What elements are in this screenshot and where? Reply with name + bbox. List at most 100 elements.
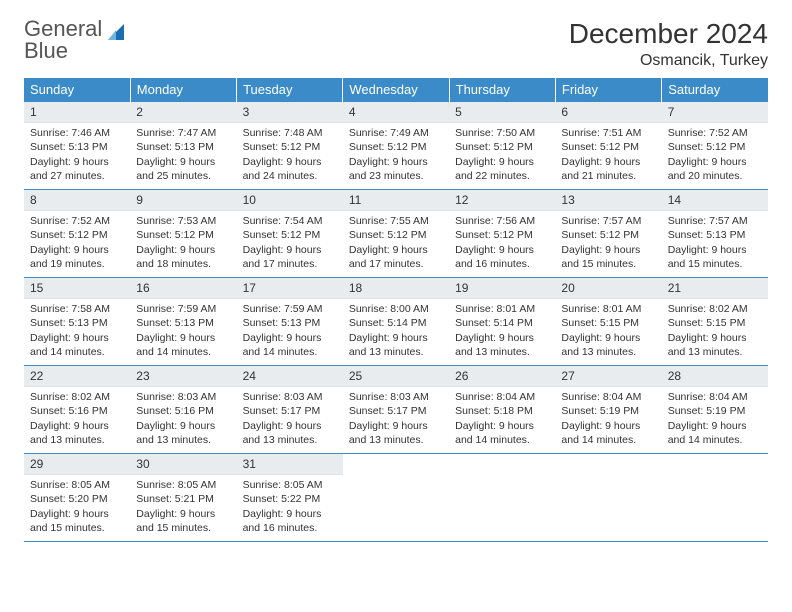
day-cell: 1Sunrise: 7:46 AMSunset: 5:13 PMDaylight… bbox=[24, 102, 130, 190]
daylight-line: Daylight: 9 hours and 17 minutes. bbox=[243, 243, 337, 271]
day-cell: 8Sunrise: 7:52 AMSunset: 5:12 PMDaylight… bbox=[24, 190, 130, 278]
day-cell: 10 Sunrise: 7:54 AMSunset: 5:12 PMDayligh… bbox=[237, 190, 343, 278]
calendar-table: Sunday Monday Tuesday Wednesday Thursday… bbox=[24, 78, 768, 542]
sunset-line: Sunset: 5:13 PM bbox=[243, 316, 337, 330]
sunset-line: Sunset: 5:18 PM bbox=[455, 404, 549, 418]
day-cell: 21Sunrise: 8:02 AMSunset: 5:15 PMDayligh… bbox=[662, 278, 768, 366]
calendar-row: 8Sunrise: 7:52 AMSunset: 5:12 PMDaylight… bbox=[24, 190, 768, 278]
day-body: Sunrise: 7:47 AMSunset: 5:13 PMDaylight:… bbox=[130, 123, 236, 185]
day-number: 25 bbox=[343, 366, 449, 387]
day-body: Sunrise: 7:46 AMSunset: 5:13 PMDaylight:… bbox=[24, 123, 130, 185]
day-header: Friday bbox=[555, 78, 661, 102]
sunrise-line: Sunrise: 7:54 AM bbox=[243, 214, 337, 228]
day-cell: 15 Sunrise: 7:58 AMSunset: 5:13 PMDayligh… bbox=[24, 278, 130, 366]
day-body: Sunrise: 8:05 AMSunset: 5:22 PMDaylight:… bbox=[237, 475, 343, 537]
daylight-line: Daylight: 9 hours and 14 minutes. bbox=[30, 331, 124, 359]
day-body: Sunrise: 8:04 AMSunset: 5:19 PMDaylight:… bbox=[662, 387, 768, 449]
day-body: Sunrise: 8:00 AMSunset: 5:14 PMDaylight:… bbox=[343, 299, 449, 361]
sunrise-line: Sunrise: 7:52 AM bbox=[30, 214, 124, 228]
day-body: Sunrise: 8:03 AMSunset: 5:17 PMDaylight:… bbox=[343, 387, 449, 449]
daylight-line: Daylight: 9 hours and 24 minutes. bbox=[243, 155, 337, 183]
logo-line1: General bbox=[24, 18, 102, 40]
day-number: 13 bbox=[555, 190, 661, 211]
day-body: Sunrise: 8:03 AMSunset: 5:16 PMDaylight:… bbox=[130, 387, 236, 449]
daylight-line: Daylight: 9 hours and 14 minutes. bbox=[668, 419, 762, 447]
sunrise-line: Sunrise: 8:02 AM bbox=[30, 390, 124, 404]
sunrise-line: Sunrise: 7:58 AM bbox=[30, 302, 124, 316]
calendar-row: 15Sunrise: 7:58 AMSunset: 5:13 PMDayligh… bbox=[24, 278, 768, 366]
sunset-line: Sunset: 5:16 PM bbox=[30, 404, 124, 418]
daylight-line: Daylight: 9 hours and 16 minutes. bbox=[455, 243, 549, 271]
sail-icon bbox=[106, 18, 128, 46]
day-body: Sunrise: 7:53 AMSunset: 5:12 PMDaylight:… bbox=[130, 211, 236, 273]
sunset-line: Sunset: 5:12 PM bbox=[668, 140, 762, 154]
day-body: Sunrise: 7:59 AMSunset: 5:13 PMDaylight:… bbox=[237, 299, 343, 361]
day-cell: 31Sunrise: 8:05 AMSunset: 5:22 PMDayligh… bbox=[237, 454, 343, 542]
day-cell bbox=[555, 454, 661, 542]
day-number: 21 bbox=[662, 278, 768, 299]
calendar-row: 22Sunrise: 8:02 AMSunset: 5:16 PMDayligh… bbox=[24, 366, 768, 454]
day-cell: 25Sunrise: 8:03 AMSunset: 5:17 PMDayligh… bbox=[343, 366, 449, 454]
daylight-line: Daylight: 9 hours and 14 minutes. bbox=[561, 419, 655, 447]
day-cell: 30Sunrise: 8:05 AMSunset: 5:21 PMDayligh… bbox=[130, 454, 236, 542]
day-number: 14 bbox=[662, 190, 768, 211]
day-number: 18 bbox=[343, 278, 449, 299]
day-header: Monday bbox=[130, 78, 236, 102]
sunrise-line: Sunrise: 8:03 AM bbox=[136, 390, 230, 404]
sunset-line: Sunset: 5:14 PM bbox=[455, 316, 549, 330]
sunset-line: Sunset: 5:12 PM bbox=[455, 228, 549, 242]
daylight-line: Daylight: 9 hours and 19 minutes. bbox=[30, 243, 124, 271]
sunrise-line: Sunrise: 8:04 AM bbox=[668, 390, 762, 404]
day-cell: 14Sunrise: 7:57 AMSunset: 5:13 PMDayligh… bbox=[662, 190, 768, 278]
daylight-line: Daylight: 9 hours and 14 minutes. bbox=[136, 331, 230, 359]
sunset-line: Sunset: 5:22 PM bbox=[243, 492, 337, 506]
day-cell: 3Sunrise: 7:48 AMSunset: 5:12 PMDaylight… bbox=[237, 102, 343, 190]
day-cell: 11Sunrise: 7:55 AMSunset: 5:12 PMDayligh… bbox=[343, 190, 449, 278]
daylight-line: Daylight: 9 hours and 15 minutes. bbox=[668, 243, 762, 271]
sunset-line: Sunset: 5:15 PM bbox=[668, 316, 762, 330]
day-body: Sunrise: 7:56 AMSunset: 5:12 PMDaylight:… bbox=[449, 211, 555, 273]
day-number: 20 bbox=[555, 278, 661, 299]
sunrise-line: Sunrise: 8:03 AM bbox=[243, 390, 337, 404]
day-number: 24 bbox=[237, 366, 343, 387]
day-cell: 18Sunrise: 8:00 AMSunset: 5:14 PMDayligh… bbox=[343, 278, 449, 366]
day-number: 10 bbox=[237, 190, 343, 211]
sunset-line: Sunset: 5:12 PM bbox=[136, 228, 230, 242]
day-header-row: Sunday Monday Tuesday Wednesday Thursday… bbox=[24, 78, 768, 102]
sunset-line: Sunset: 5:17 PM bbox=[243, 404, 337, 418]
day-body: Sunrise: 8:05 AMSunset: 5:20 PMDaylight:… bbox=[24, 475, 130, 537]
sunset-line: Sunset: 5:12 PM bbox=[30, 228, 124, 242]
day-cell: 28Sunrise: 8:04 AMSunset: 5:19 PMDayligh… bbox=[662, 366, 768, 454]
day-cell: 22Sunrise: 8:02 AMSunset: 5:16 PMDayligh… bbox=[24, 366, 130, 454]
daylight-line: Daylight: 9 hours and 27 minutes. bbox=[30, 155, 124, 183]
day-cell: 19Sunrise: 8:01 AMSunset: 5:14 PMDayligh… bbox=[449, 278, 555, 366]
sunrise-line: Sunrise: 7:46 AM bbox=[30, 126, 124, 140]
day-cell: 5Sunrise: 7:50 AMSunset: 5:12 PMDaylight… bbox=[449, 102, 555, 190]
day-cell bbox=[449, 454, 555, 542]
day-number: 30 bbox=[130, 454, 236, 475]
day-number: 28 bbox=[662, 366, 768, 387]
daylight-line: Daylight: 9 hours and 13 minutes. bbox=[349, 331, 443, 359]
daylight-line: Daylight: 9 hours and 14 minutes. bbox=[455, 419, 549, 447]
sunset-line: Sunset: 5:19 PM bbox=[561, 404, 655, 418]
day-cell bbox=[343, 454, 449, 542]
sunset-line: Sunset: 5:12 PM bbox=[243, 228, 337, 242]
sunrise-line: Sunrise: 8:05 AM bbox=[136, 478, 230, 492]
sunrise-line: Sunrise: 8:01 AM bbox=[561, 302, 655, 316]
day-number: 1 bbox=[24, 102, 130, 123]
day-body: Sunrise: 7:57 AMSunset: 5:12 PMDaylight:… bbox=[555, 211, 661, 273]
day-header: Wednesday bbox=[343, 78, 449, 102]
day-body: Sunrise: 7:50 AMSunset: 5:12 PMDaylight:… bbox=[449, 123, 555, 185]
sunrise-line: Sunrise: 7:56 AM bbox=[455, 214, 549, 228]
daylight-line: Daylight: 9 hours and 17 minutes. bbox=[349, 243, 443, 271]
sunset-line: Sunset: 5:13 PM bbox=[30, 316, 124, 330]
day-number: 6 bbox=[555, 102, 661, 123]
day-header: Sunday bbox=[24, 78, 130, 102]
day-cell: 13Sunrise: 7:57 AMSunset: 5:12 PMDayligh… bbox=[555, 190, 661, 278]
daylight-line: Daylight: 9 hours and 25 minutes. bbox=[136, 155, 230, 183]
location-label: Osmancik, Turkey bbox=[569, 52, 768, 70]
logo: General Blue bbox=[24, 18, 128, 62]
day-number: 15 bbox=[24, 278, 130, 299]
day-cell: 23Sunrise: 8:03 AMSunset: 5:16 PMDayligh… bbox=[130, 366, 236, 454]
day-number: 7 bbox=[662, 102, 768, 123]
